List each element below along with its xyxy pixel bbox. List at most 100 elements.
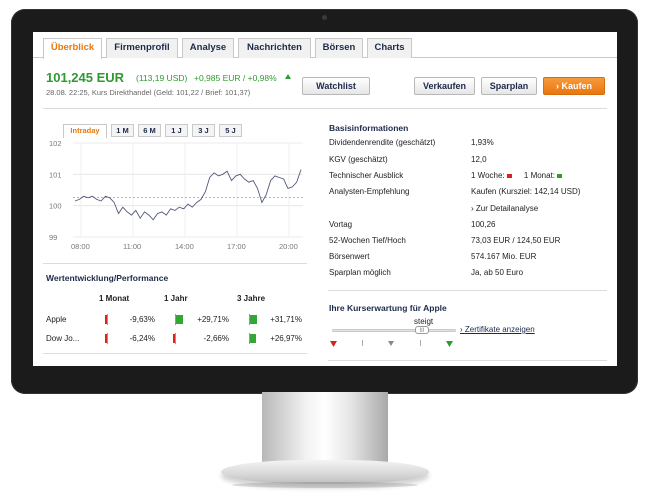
info-value-dividend: 1,93% — [471, 138, 494, 147]
chart-axis-labels: 99 100 101 102 08:00 11:00 14:00 17:00 20:00 — [49, 139, 298, 251]
chart-tab-1j[interactable]: 1 J — [165, 124, 188, 137]
info-label-dividend: Dividendenrendite (geschätzt) — [329, 138, 436, 147]
divider — [43, 263, 307, 264]
stand-shadow — [232, 482, 418, 488]
y-tick-label: 99 — [49, 233, 57, 242]
x-tick-label: 14:00 — [175, 242, 194, 251]
divider — [328, 290, 607, 291]
chart-tab-6m[interactable]: 6 M — [138, 124, 161, 137]
outlook-up-icon — [557, 173, 563, 178]
expectation-title: Ihre Kurserwartung für Apple — [329, 303, 447, 313]
info-label-prev: Vortag — [329, 220, 353, 229]
perf-value: -6,24% — [129, 334, 155, 343]
expectation-label: steigt — [414, 317, 434, 326]
info-label-savingsplan: Sparplan möglich — [329, 268, 391, 277]
info-value-analyst: Kaufen (Kursziel: 142,14 USD) — [471, 187, 581, 196]
watchlist-button[interactable]: Watchlist — [302, 77, 370, 95]
perf-row-name: Dow Jo... — [46, 334, 80, 343]
info-label-analyst: Analysten-Empfehlung — [329, 187, 410, 196]
bar-axis — [175, 314, 176, 325]
perf-value: +29,71% — [197, 315, 229, 324]
tab-ueberblick[interactable]: Überblick — [43, 38, 102, 59]
tab-firmenprofil[interactable]: Firmenprofil — [106, 38, 178, 58]
buy-button[interactable]: › Kaufen — [543, 77, 605, 95]
x-tick-label: 11:00 — [123, 242, 141, 251]
performance-bar — [105, 334, 107, 343]
info-value-kgv: 12,0 — [471, 155, 487, 164]
divider — [43, 353, 307, 354]
bar-axis — [175, 333, 176, 344]
chart-tab-intraday[interactable]: Intraday — [63, 124, 107, 138]
outlook-week: 1 Woche: — [471, 171, 505, 180]
detail-analysis-link[interactable]: › Zur Detailanalyse — [471, 204, 539, 213]
chart-tab-5j[interactable]: 5 J — [219, 124, 242, 137]
certificates-link-label: Zertifikate anzeigen — [464, 325, 535, 334]
y-tick-label: 102 — [49, 139, 62, 148]
screen: Überblick Firmenprofil Analyse Nachricht… — [33, 32, 617, 366]
current-price: 101,245 EUR — [46, 70, 125, 85]
chart-grid — [73, 142, 303, 238]
tab-nachrichten[interactable]: Nachrichten — [238, 38, 311, 58]
slider-tick — [362, 340, 363, 346]
perf-value: +31,71% — [270, 315, 302, 324]
x-tick-label: 17:00 — [227, 242, 246, 251]
savings-plan-button[interactable]: Sparplan — [481, 77, 537, 95]
performance-bar — [173, 334, 175, 343]
y-tick-label: 101 — [49, 170, 62, 179]
bar-axis — [249, 314, 250, 325]
price-change: +0,985 EUR / +0,98% — [194, 73, 277, 83]
tab-bar: Überblick Firmenprofil Analyse Nachricht… — [33, 32, 617, 59]
bar-axis — [249, 333, 250, 344]
falls-arrow-icon — [330, 341, 337, 347]
info-value-outlook: 1 Woche: 1 Monat: — [471, 171, 563, 180]
certificates-link[interactable]: › Zertifikate anzeigen — [460, 325, 535, 334]
y-tick-label: 100 — [49, 202, 62, 211]
tab-analyse[interactable]: Analyse — [182, 38, 234, 58]
perf-col-1m: 1 Monat — [99, 294, 130, 303]
bar-axis — [107, 333, 108, 344]
camera-dot — [322, 15, 327, 20]
info-label-marketcap: Börsenwert — [329, 252, 370, 261]
perf-value: -2,66% — [203, 334, 229, 343]
x-tick-label: 20:00 — [279, 242, 298, 251]
info-value-52w: 73,03 EUR / 124,50 EUR — [471, 236, 561, 245]
info-value-marketcap: 574.167 Mio. EUR — [471, 252, 537, 261]
divider — [43, 108, 607, 109]
perf-value: +26,97% — [270, 334, 302, 343]
performance-bar — [250, 334, 256, 343]
monitor-stand-neck — [262, 392, 388, 466]
tab-boersen[interactable]: Börsen — [315, 38, 363, 58]
rises-arrow-icon — [446, 341, 453, 347]
price-series-line — [74, 169, 302, 221]
outlook-down-icon — [506, 173, 512, 178]
chart-tab-3j[interactable]: 3 J — [192, 124, 215, 137]
expectation-slider-track[interactable] — [332, 329, 456, 332]
quote-meta: 28.08. 22:25, Kurs Direkthandel (Geld: 1… — [46, 88, 251, 97]
intraday-chart: 99 100 101 102 08:00 11:00 14:00 17:00 20:00 — [49, 139, 303, 251]
price-usd: (113,19 USD) — [136, 73, 188, 83]
bar-axis — [107, 314, 108, 325]
perf-value: -9,63% — [129, 315, 155, 324]
outlook-month: 1 Monat: — [523, 171, 556, 180]
trend-up-icon — [285, 74, 291, 79]
monitor-stand-base — [221, 460, 429, 484]
basic-info-title: Basisinformationen — [329, 123, 409, 133]
performance-title: Wertentwicklung/Performance — [46, 273, 169, 283]
perf-col-3j: 3 Jahre — [237, 294, 266, 303]
neutral-arrow-icon — [388, 341, 394, 346]
expectation-slider-handle[interactable]: ||| — [415, 326, 429, 334]
chart-tab-1m[interactable]: 1 M — [111, 124, 134, 137]
performance-bar — [250, 315, 257, 324]
tab-charts[interactable]: Charts — [367, 38, 412, 58]
info-label-kgv: KGV (geschätzt) — [329, 155, 388, 164]
info-value-savingsplan: Ja, ab 50 Euro — [471, 268, 524, 277]
x-tick-label: 08:00 — [71, 242, 90, 251]
slider-tick — [420, 340, 421, 346]
divider — [328, 360, 607, 361]
performance-bar — [176, 315, 183, 324]
info-label-52w: 52-Wochen Tief/Hoch — [329, 236, 406, 245]
performance-bar — [104, 315, 107, 324]
sell-button[interactable]: Verkaufen — [414, 77, 475, 95]
info-label-outlook: Technischer Ausblick — [329, 171, 404, 180]
